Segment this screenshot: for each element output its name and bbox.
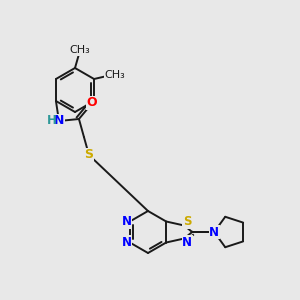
Text: CH₃: CH₃: [70, 45, 90, 55]
Text: N: N: [122, 215, 132, 228]
Text: N: N: [122, 236, 132, 249]
Text: H: H: [47, 115, 57, 128]
Text: N: N: [209, 226, 219, 238]
Text: N: N: [209, 226, 219, 238]
Text: O: O: [87, 97, 97, 110]
Text: S: S: [84, 148, 93, 161]
Text: S: S: [183, 215, 191, 228]
Text: N: N: [54, 115, 64, 128]
Text: N: N: [182, 236, 192, 249]
Text: CH₃: CH₃: [105, 70, 125, 80]
